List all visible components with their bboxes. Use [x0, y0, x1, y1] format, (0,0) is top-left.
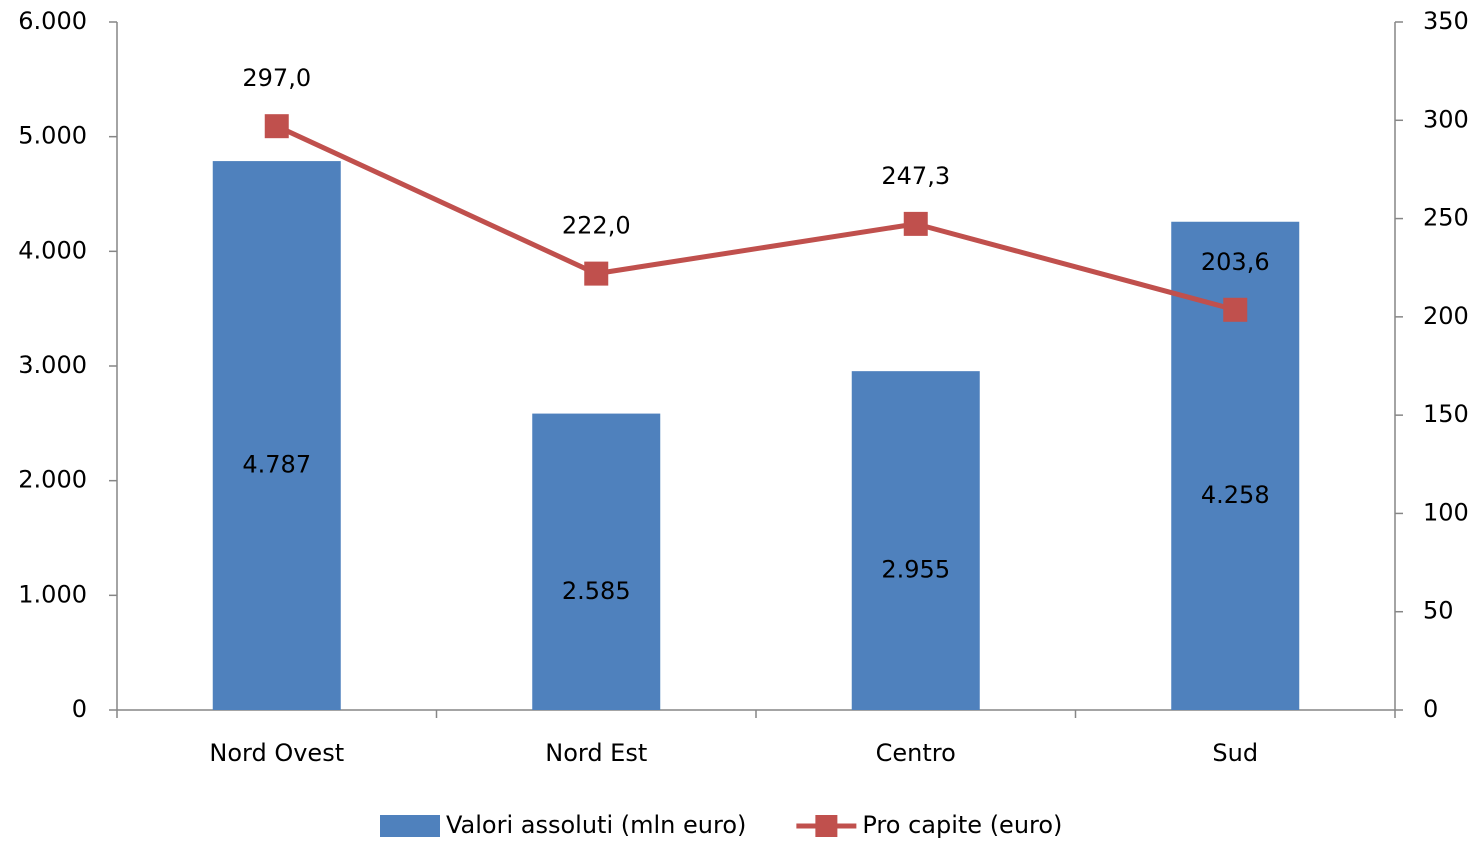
y2-tick-label: 0 [1423, 695, 1438, 723]
y2-tick-label: 200 [1423, 302, 1469, 330]
y2-tick-label: 50 [1423, 597, 1454, 625]
y-tick-label: 5.000 [18, 122, 87, 150]
line-value-label: 247,3 [881, 162, 950, 190]
legend-swatch [815, 815, 838, 837]
y2-tick-label: 150 [1423, 400, 1469, 428]
x-tick-label: Nord Est [545, 739, 647, 767]
y-tick-label: 1.000 [18, 580, 87, 608]
y-tick-label: 3.000 [18, 351, 87, 379]
line-marker [903, 211, 928, 236]
x-tick-label: Sud [1212, 739, 1258, 767]
bar [1171, 221, 1300, 710]
bar [212, 161, 341, 710]
y-tick-label: 6.000 [18, 7, 87, 35]
line-value-label: 222,0 [562, 212, 631, 240]
y2-tick-label: 100 [1423, 498, 1469, 526]
line-marker [584, 261, 609, 286]
legend-label: Pro capite (euro) [862, 811, 1062, 839]
line-value-label: 203,6 [1201, 248, 1270, 276]
bar [851, 371, 980, 710]
line-value-label: 297,0 [242, 64, 311, 92]
x-tick-label: Centro [876, 739, 956, 767]
bar-value-label: 2.955 [881, 556, 950, 584]
bar-value-label: 4.787 [242, 451, 311, 479]
x-tick-label: Nord Ovest [209, 739, 344, 767]
y2-tick-label: 350 [1423, 7, 1469, 35]
legend-swatch [380, 815, 440, 837]
legend-label: Valori assoluti (mln euro) [446, 811, 746, 839]
line-marker [1223, 297, 1248, 322]
y2-tick-label: 250 [1423, 204, 1469, 232]
bar [532, 413, 661, 710]
line [275, 123, 1236, 313]
y-tick-label: 0 [72, 695, 87, 723]
y-tick-label: 2.000 [18, 466, 87, 494]
y-tick-label: 4.000 [18, 236, 87, 264]
bar-value-label: 2.585 [562, 577, 631, 605]
line-marker [264, 114, 289, 139]
bar-value-label: 4.258 [1201, 481, 1270, 509]
y2-tick-label: 300 [1423, 105, 1469, 133]
